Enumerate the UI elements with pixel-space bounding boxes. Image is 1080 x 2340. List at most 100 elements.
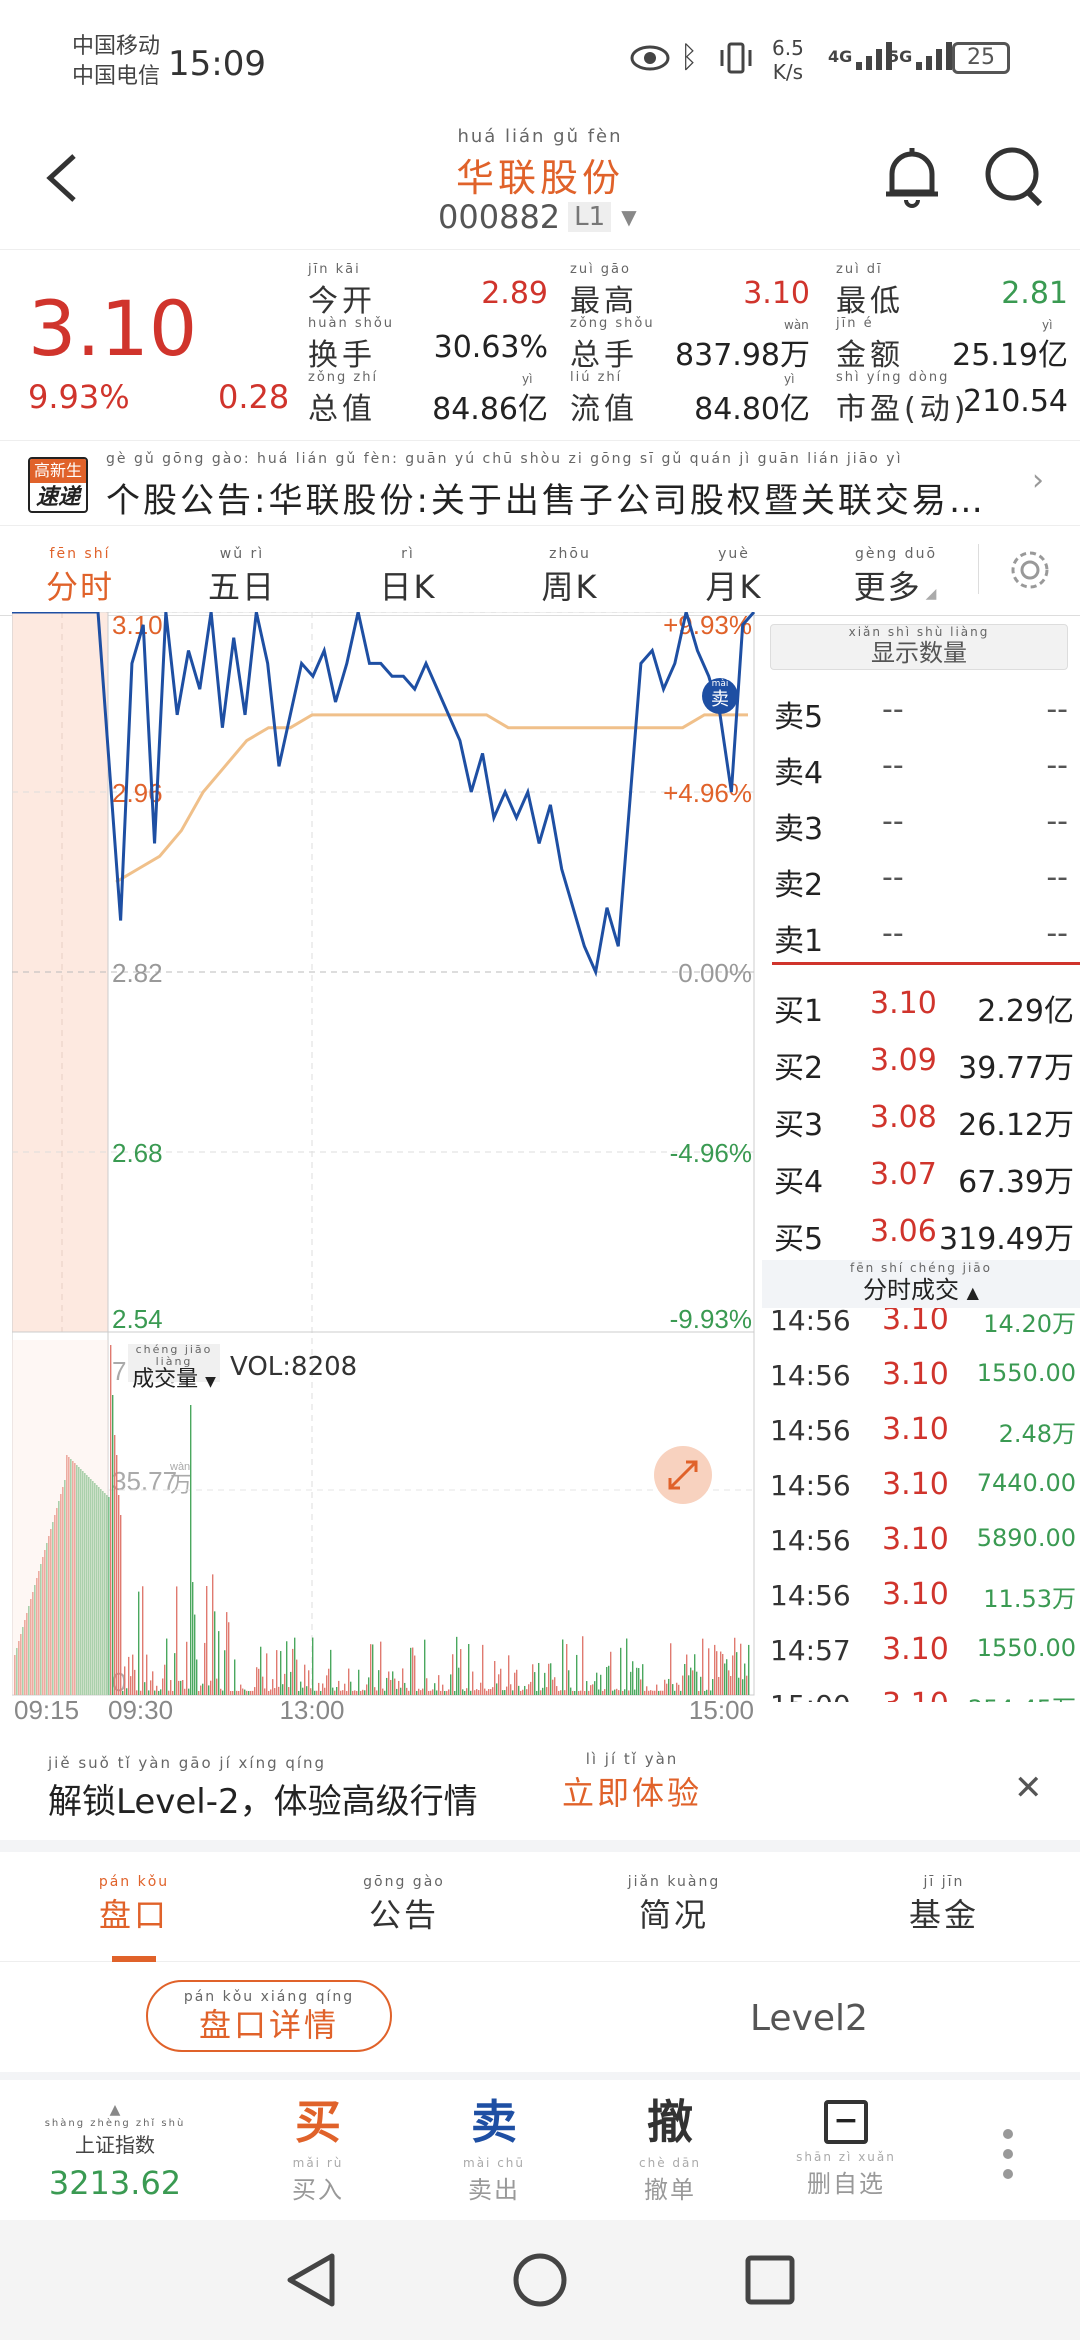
- quote-field: zuì gāo 最高 3.10: [570, 262, 810, 319]
- volume-bar: [682, 1675, 684, 1695]
- volume-bar: [340, 1690, 342, 1695]
- promo-cta[interactable]: lì jí tǐ yàn 立即体验: [562, 1750, 703, 1812]
- volume-bar: [434, 1683, 436, 1695]
- nav-home-button[interactable]: [510, 2250, 570, 2314]
- display-count-button[interactable]: xiǎn shì shù liàng 显示数量: [770, 624, 1068, 670]
- search-button[interactable]: [978, 140, 1050, 212]
- buy-level-row[interactable]: 买4 3.07 67.39万: [762, 1147, 1080, 1203]
- volume-bar: [234, 1659, 236, 1695]
- tab-minute[interactable]: fēn shí 分时: [10, 546, 150, 630]
- volume-bar: [440, 1690, 442, 1695]
- volume-bar: [350, 1681, 352, 1695]
- cancel-order-button[interactable]: 撤 chè dān 撤单: [610, 2094, 730, 2205]
- trade-volume-unit: 万: [1052, 1585, 1076, 1613]
- tab-week-k[interactable]: zhōu 周K: [500, 546, 640, 608]
- volume-bar: [348, 1668, 350, 1695]
- nav-back-button[interactable]: [284, 2250, 340, 2314]
- index-widget[interactable]: ▲ shàng zhèng zhǐ shù 上证指数 3213.62: [40, 2102, 190, 2202]
- time-axis-label: 09:30: [108, 1695, 173, 1725]
- tab-more[interactable]: gèng duō 更多 ◢: [826, 546, 966, 608]
- volume-bar: [166, 1638, 168, 1695]
- auction-volume-bar: [104, 1493, 106, 1695]
- nav-recents-button[interactable]: [742, 2252, 798, 2312]
- volume-bar: [574, 1690, 576, 1695]
- intraday-chart[interactable]: 3.10 2.96 2.82 2.68 2.54 +9.93% +4.96% 0.00% -4.…: [11, 610, 758, 1725]
- volume-bar: [304, 1664, 306, 1695]
- volume-bar: [706, 1689, 708, 1695]
- auction-volume-bar: [20, 1634, 22, 1695]
- volume-bar: [648, 1690, 650, 1695]
- info-tab-profile[interactable]: jiǎn kuàng 简况: [604, 1874, 744, 1936]
- sell-level-row[interactable]: 卖4 -- --: [762, 738, 1080, 794]
- quote-field: huàn shǒu 换手 30.63%: [308, 316, 548, 373]
- volume-bar: [400, 1687, 402, 1695]
- vibrate-icon: [718, 42, 754, 78]
- volume-bar: [228, 1622, 230, 1695]
- volume-bar: [630, 1671, 632, 1695]
- trades-header[interactable]: fēn shí chéng jiāo 分时成交 ▲: [762, 1260, 1080, 1308]
- volume-bar: [134, 1669, 136, 1695]
- tab-pinyin: pán kǒu: [98, 1874, 170, 1890]
- auction-volume-bar: [60, 1494, 62, 1695]
- volume-bar: [426, 1678, 428, 1695]
- volume-bar: [338, 1680, 340, 1695]
- volume-bar: [488, 1689, 490, 1695]
- level-price: --: [882, 804, 904, 839]
- buy-level-row[interactable]: 买1 3.10 2.29亿: [762, 976, 1080, 1032]
- sell-level-row[interactable]: 卖5 -- --: [762, 682, 1080, 738]
- volume-bar: [510, 1684, 512, 1695]
- minus-box-icon: −: [824, 2100, 868, 2144]
- tab-day-k[interactable]: rì 日K: [338, 546, 478, 608]
- unit-pinyin: yì: [1042, 318, 1053, 332]
- quote-field: liú zhí 流值 84.80 yì 亿: [570, 370, 810, 427]
- level2-promo-banner[interactable]: jiě suǒ tǐ yàn gāo jí xíng qíng 解锁Level-…: [0, 1730, 1080, 1840]
- buy-button[interactable]: 买 mǎi rù 买入: [258, 2094, 378, 2205]
- order-detail-button[interactable]: pán kǒu xiáng qíng 盘口详情: [146, 1980, 392, 2052]
- caret-down-icon: ▼: [621, 205, 637, 229]
- quote-field-label: 总手: [570, 338, 638, 373]
- volume-bar: [674, 1690, 676, 1695]
- buy-level-row[interactable]: 买3 3.08 26.12万: [762, 1090, 1080, 1146]
- buy-level-row[interactable]: 买5 3.06 319.49万: [762, 1204, 1080, 1260]
- remove-watchlist-button[interactable]: − shān zì xuǎn 删自选: [786, 2094, 906, 2199]
- volume-bar: [260, 1646, 262, 1695]
- close-promo-button[interactable]: ✕: [1014, 1768, 1043, 1808]
- volume-bar: [182, 1680, 184, 1695]
- volume-bar: [606, 1666, 608, 1695]
- volume-bar: [716, 1651, 718, 1695]
- back-button[interactable]: [36, 148, 96, 208]
- sell-level-row[interactable]: 卖1 -- --: [762, 906, 1080, 962]
- more-options-button[interactable]: [1000, 2126, 1016, 2186]
- volume-bar: [224, 1650, 226, 1695]
- volume-bar: [144, 1682, 146, 1695]
- level-volume: 26.12万: [958, 1100, 1074, 1144]
- info-tab-handicap[interactable]: pán kǒu 盘口: [64, 1874, 204, 1962]
- sell-level-row[interactable]: 卖2 -- --: [762, 850, 1080, 906]
- chart-settings-button[interactable]: [1008, 548, 1052, 596]
- expand-chart-button[interactable]: [654, 1446, 712, 1504]
- sell-button[interactable]: 卖 mài chū 卖出: [434, 2094, 554, 2205]
- trade-row: 14:56 3.10 7440.00: [762, 1459, 1080, 1515]
- volume-indicator-selector[interactable]: chéng jiāo liàng 成交量 ▼: [128, 1344, 220, 1392]
- volume-bar: [200, 1685, 202, 1695]
- pct-axis-label: 0.00%: [678, 958, 752, 988]
- news-ticker[interactable]: 高新生 速递 gè gǔ gōng gào: huá lián gǔ fèn: …: [0, 440, 1080, 526]
- volume-bar: [616, 1688, 618, 1695]
- auction-volume-bar: [100, 1489, 102, 1695]
- quote-value-text: 210.54: [963, 384, 1068, 419]
- pct-axis-label: -9.93%: [670, 1304, 752, 1334]
- quote-field: jīn kāi 今开 2.89: [308, 262, 548, 319]
- info-tab-funds[interactable]: jī jīn 基金: [874, 1874, 1014, 1936]
- stock-code-selector[interactable]: 000882 L1 ▼: [438, 198, 637, 236]
- tab-five-day[interactable]: wǔ rì 五日: [172, 546, 312, 608]
- sell-level-row[interactable]: 卖3 -- --: [762, 794, 1080, 850]
- buy-level-row[interactable]: 买2 3.09 39.77万: [762, 1033, 1080, 1089]
- level2-link[interactable]: Level2: [750, 1998, 868, 2039]
- volume-bar: [580, 1690, 582, 1695]
- info-tab-announcements[interactable]: gōng gào 公告: [334, 1874, 474, 1936]
- volume-bar: [312, 1637, 314, 1695]
- volume-bar: [680, 1690, 682, 1695]
- volume-bar: [420, 1690, 422, 1695]
- alert-bell-button[interactable]: [876, 140, 948, 212]
- tab-month-k[interactable]: yuè 月K: [664, 546, 804, 608]
